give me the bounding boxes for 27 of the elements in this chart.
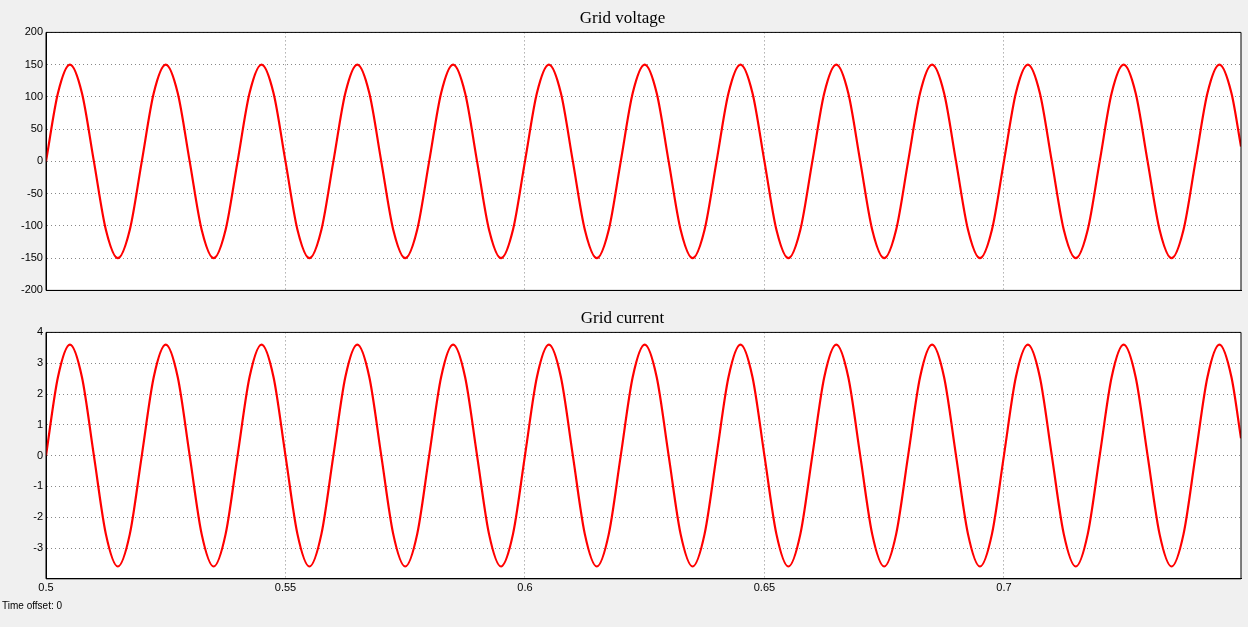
y-tick-label: -50: [27, 186, 43, 199]
y-tick-label: 50: [30, 122, 43, 135]
y-tick-label: -200: [20, 283, 43, 296]
y-tick-label: 0: [36, 154, 43, 167]
y-tick-label: 1: [36, 417, 43, 430]
y-tick-label: 3: [36, 356, 43, 369]
y-tick-label: 0: [36, 448, 43, 461]
y-tick-label: 150: [24, 57, 43, 70]
y-tick-label: -1: [33, 479, 43, 492]
line-series: [46, 343, 1241, 568]
y-tick-label: -2: [33, 510, 43, 523]
y-tick-label: -3: [33, 541, 43, 554]
y-tick-label: 4: [36, 325, 43, 338]
y-tick-label: 100: [24, 89, 43, 102]
y-tick-label: 2: [36, 387, 43, 400]
line-series: [46, 63, 1241, 260]
y-tick-label: -150: [20, 251, 43, 264]
x-tick-label: 0.5: [38, 581, 54, 594]
chart-title: Grid current: [580, 307, 665, 327]
x-tick-label: 0.65: [753, 581, 776, 594]
chart-title: Grid voltage: [579, 7, 666, 27]
x-tick-label: 0.6: [517, 581, 533, 594]
text: Time offset: 0: [1, 600, 64, 611]
y-tick-label: 200: [24, 25, 43, 38]
x-tick-label: 0.7: [996, 581, 1012, 594]
y-tick-label: -100: [20, 218, 43, 231]
x-tick-label: 0.55: [274, 581, 297, 594]
